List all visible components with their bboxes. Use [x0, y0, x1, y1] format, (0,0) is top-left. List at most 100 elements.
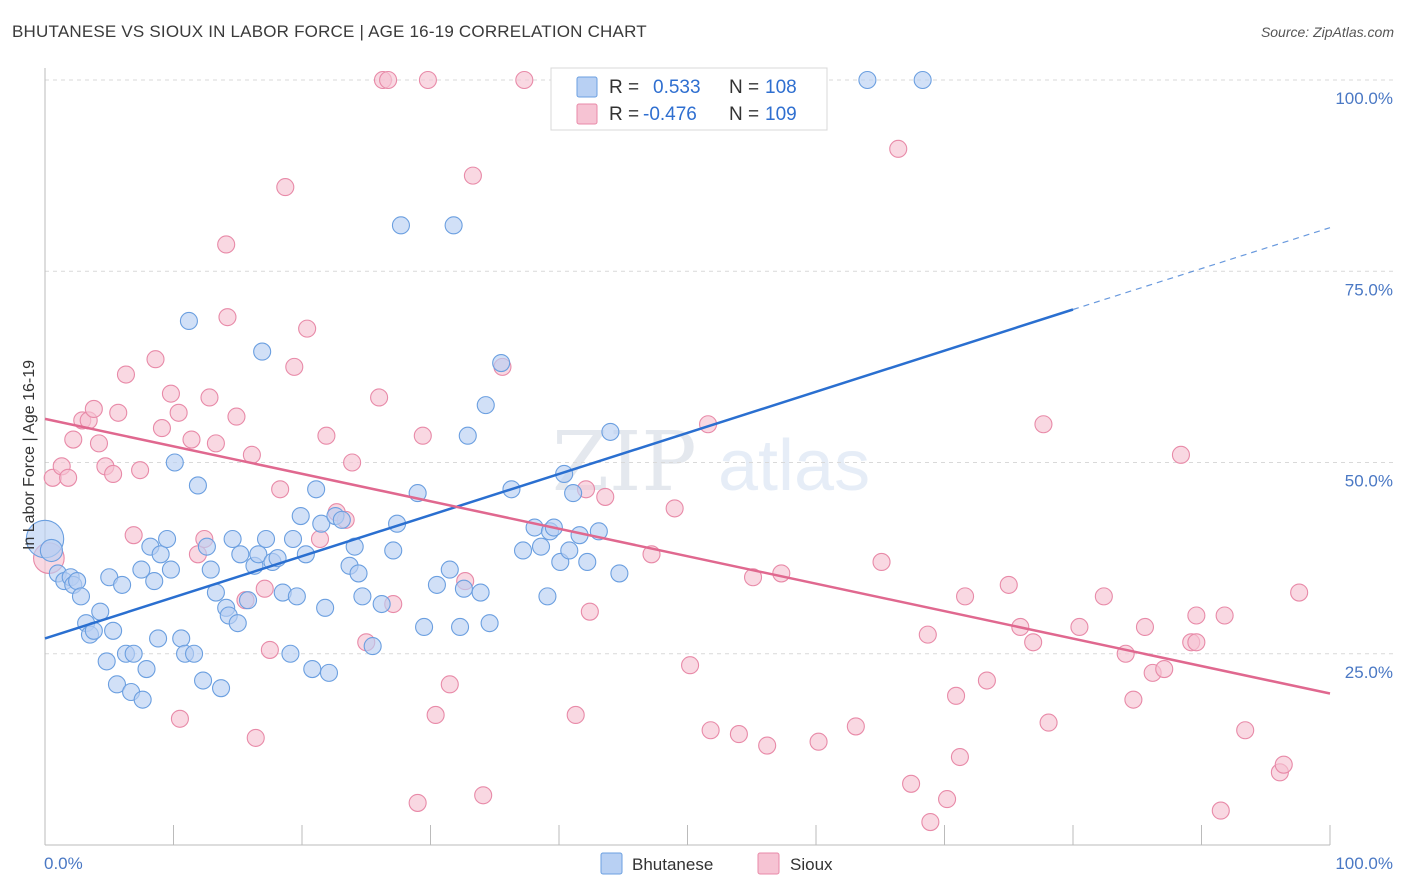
y-tick-label: 100.0% — [1335, 89, 1393, 108]
point-sioux — [1171, 445, 1190, 464]
point-sioux — [1187, 606, 1206, 625]
point-sioux — [84, 399, 103, 419]
point-bhutanese — [228, 614, 247, 633]
point-sioux — [701, 721, 720, 740]
point-sioux — [743, 568, 763, 587]
point-bhutanese — [349, 564, 368, 583]
point-bhutanese — [71, 587, 91, 606]
point-bhutanese — [161, 560, 180, 579]
series-legend-label-sioux: Sioux — [790, 855, 833, 874]
watermark-atlas: atlas — [718, 426, 870, 506]
grid-lines: 25.0% 50.0% 75.0% 100.0% — [45, 79, 1395, 682]
point-sioux — [152, 419, 171, 438]
point-bhutanese — [391, 216, 410, 235]
y-tick-label: 50.0% — [1345, 472, 1393, 491]
point-sioux — [938, 790, 957, 809]
point-sioux — [1155, 659, 1174, 679]
trend-line-bhutanese — [44, 308, 1074, 640]
point-sioux — [227, 407, 246, 426]
point-sioux — [426, 705, 445, 725]
point-sioux — [999, 575, 1018, 594]
y-axis-label: In Labor Force | Age 16-19 — [21, 360, 38, 550]
point-bhutanese — [415, 617, 434, 637]
point-sioux — [440, 675, 459, 694]
point-bhutanese — [133, 690, 152, 709]
legend-r-label-sioux: R = — [609, 104, 639, 125]
point-bhutanese — [249, 545, 268, 564]
point-sioux — [758, 736, 777, 755]
point-sioux — [474, 786, 493, 805]
point-sioux — [317, 426, 336, 445]
point-sioux — [1211, 801, 1230, 820]
point-bhutanese — [427, 575, 446, 594]
point-sioux — [921, 812, 940, 832]
point-bhutanese — [578, 552, 597, 572]
point-bhutanese — [454, 579, 473, 598]
point-bhutanese — [444, 216, 463, 235]
y-tick-label: 75.0% — [1345, 280, 1393, 299]
point-bhutanese — [564, 484, 583, 503]
point-sioux — [276, 178, 295, 197]
trend-line-bhutanese-extension — [1072, 227, 1331, 311]
point-sioux — [218, 308, 237, 327]
point-bhutanese — [319, 663, 339, 682]
point-bhutanese — [451, 617, 470, 637]
legend-n-label-bhutanese: N = — [729, 77, 759, 98]
point-sioux — [379, 70, 398, 90]
axes: 0.0% 100.0% — [44, 68, 1393, 873]
point-sioux — [1094, 587, 1113, 606]
point-sioux — [772, 564, 791, 583]
point-bhutanese — [858, 70, 877, 90]
point-bhutanese — [185, 644, 204, 663]
point-sioux — [1034, 415, 1053, 434]
point-bhutanese — [253, 342, 272, 361]
point-bhutanese — [283, 529, 303, 549]
point-sioux — [1274, 755, 1293, 774]
point-sioux — [1290, 583, 1309, 602]
point-sioux — [1215, 606, 1234, 625]
point-bhutanese — [440, 560, 459, 579]
point-sioux — [950, 747, 969, 767]
point-bhutanese — [480, 614, 499, 633]
point-sioux — [1070, 617, 1089, 637]
point-sioux — [809, 732, 828, 751]
point-sioux — [170, 709, 189, 728]
correlation-legend: R = 0.533 N = 108 R = -0.476 N = 109 — [550, 67, 828, 131]
chart-title: BHUTANESE VS SIOUX IN LABOR FORCE | AGE … — [12, 22, 647, 41]
legend-n-label-sioux: N = — [729, 104, 759, 125]
point-sioux — [413, 426, 432, 445]
point-bhutanese — [223, 529, 242, 549]
point-sioux — [580, 602, 599, 621]
point-bhutanese — [312, 514, 331, 533]
x-tick-label-min: 0.0% — [44, 854, 83, 873]
point-bhutanese — [363, 637, 382, 656]
legend-r-label-bhutanese: R = — [609, 77, 639, 98]
point-sioux — [169, 403, 188, 422]
point-sioux — [947, 686, 966, 705]
point-bhutanese — [68, 572, 87, 591]
point-sioux — [206, 434, 225, 453]
point-sioux — [408, 793, 427, 812]
point-bhutanese — [104, 621, 123, 640]
point-bhutanese — [303, 659, 322, 679]
point-bhutanese — [610, 564, 629, 583]
point-sioux — [146, 350, 165, 369]
point-bhutanese — [149, 629, 168, 648]
point-sioux — [370, 388, 389, 407]
point-sioux — [104, 464, 123, 484]
point-sioux — [298, 319, 317, 338]
point-sioux — [977, 671, 996, 690]
trend-line-sioux — [44, 417, 1331, 695]
point-bhutanese — [137, 659, 156, 679]
point-bhutanese — [307, 480, 326, 499]
point-sioux — [89, 434, 109, 453]
point-sioux — [1124, 690, 1143, 709]
point-bhutanese — [281, 644, 300, 663]
point-sioux — [956, 587, 975, 606]
point-sioux — [285, 357, 304, 376]
point-sioux — [902, 774, 921, 793]
series-legend-label-bhutanese: Bhutanese — [632, 855, 713, 874]
point-bhutanese — [353, 587, 372, 606]
point-sioux — [116, 365, 136, 384]
